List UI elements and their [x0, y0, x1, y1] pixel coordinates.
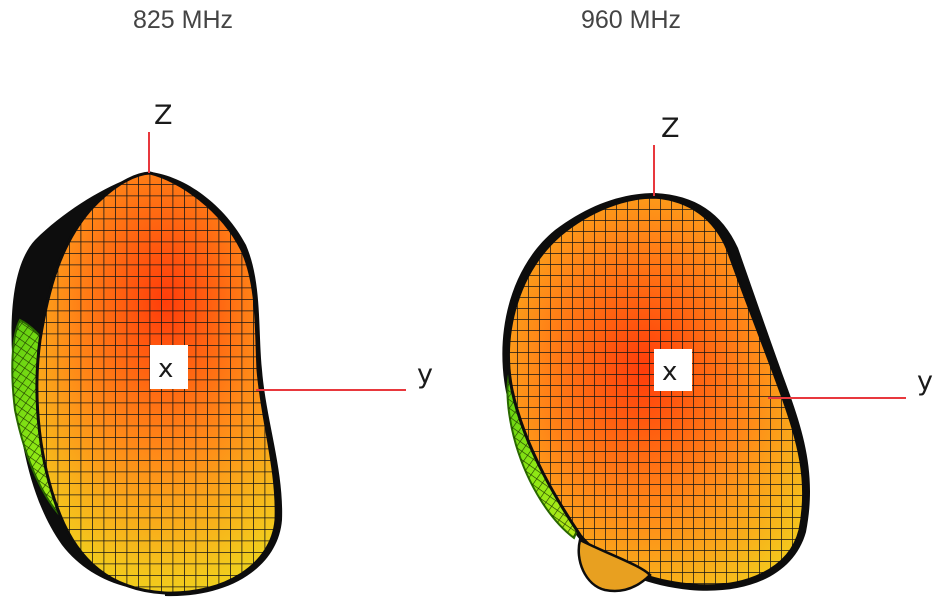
y-axis-label-825: y — [417, 359, 433, 390]
origin-box-960 — [654, 349, 692, 391]
origin-label-960: x — [662, 357, 677, 387]
panel-caption-825: 825 MHz — [133, 6, 234, 34]
origin-label-825: x — [158, 354, 173, 384]
z-axis-label-960: Z — [661, 113, 680, 144]
origin-box-825 — [150, 345, 188, 389]
bottom-lobe-960 — [577, 538, 652, 593]
panel-caption-960: 960 MHz — [581, 6, 682, 34]
y-axis-label-960: y — [917, 366, 933, 397]
z-axis-label-825: Z — [154, 100, 173, 131]
